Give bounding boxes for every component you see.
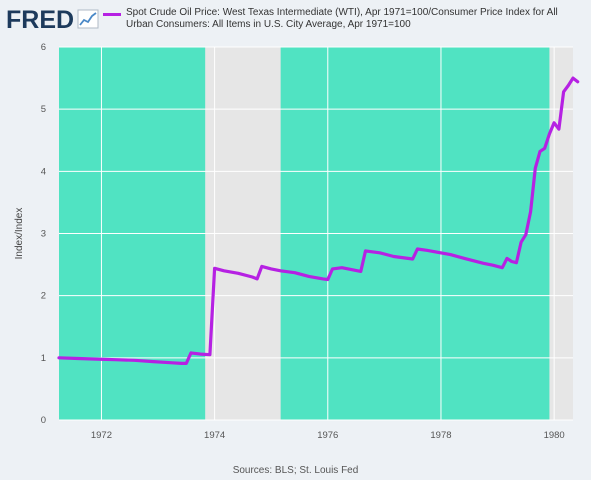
y-tick-label: 4 — [41, 166, 46, 177]
x-tick-label: 1976 — [317, 430, 338, 441]
y-axis-title: Index/Index — [14, 208, 25, 260]
y-tick-label: 5 — [41, 104, 46, 115]
y-tick-label: 6 — [41, 42, 46, 53]
series-line — [57, 76, 580, 365]
x-tick-label: 1980 — [544, 430, 565, 441]
fred-logo-text: FRED — [6, 6, 74, 34]
x-tick-label: 1972 — [91, 430, 112, 441]
y-tick-label: 0 — [41, 415, 46, 426]
source-note: Sources: BLS; St. Louis Fed — [232, 465, 359, 476]
legend-series-swatch — [103, 13, 121, 16]
legend-series-label[interactable]: Spot Crude Oil Price: West Texas Interme… — [126, 7, 558, 30]
x-tick-label: 1974 — [204, 430, 225, 441]
y-tick-label: 1 — [41, 353, 46, 364]
x-tick-label: 1978 — [430, 430, 451, 441]
y-tick-label: 2 — [41, 291, 46, 302]
header: FRED Spot Crude Oil Price: West Texas In… — [0, 0, 591, 44]
fred-logo[interactable]: FRED — [6, 4, 106, 34]
fred-trend-line-icon — [77, 9, 99, 29]
y-tick-label: 3 — [41, 229, 46, 240]
